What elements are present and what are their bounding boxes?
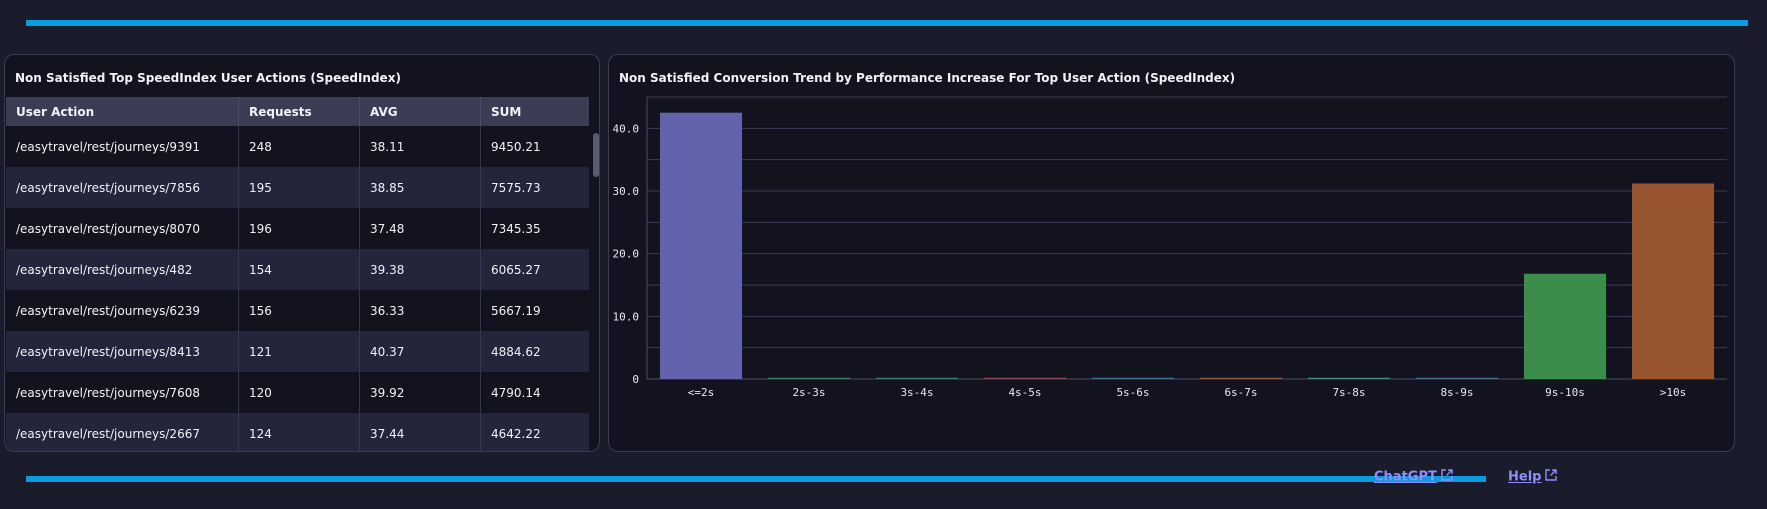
cell-requests: 248 (238, 126, 360, 167)
column-header-avg[interactable]: AVG (359, 97, 481, 126)
cell-user-action: /easytravel/rest/journeys/2667 (6, 413, 239, 451)
cell-requests: 156 (238, 290, 360, 331)
cell-sum: 7345.35 (491, 221, 541, 236)
bar-2s-3s[interactable] (767, 377, 851, 379)
cell-requests: 121 (238, 331, 360, 372)
cell-avg: 38.11 (359, 126, 481, 167)
cell-sum: 4884.62 (491, 344, 541, 359)
table-row[interactable]: /easytravel/rest/journeys/8413 121 40.37 48… (6, 331, 589, 372)
column-header-user-action[interactable]: User Action (6, 97, 239, 126)
panel-title: Non Satisfied Conversion Trend by Perfor… (619, 71, 1236, 85)
table-row[interactable]: /easytravel/rest/journeys/7856 195 38.85 75… (6, 167, 589, 208)
cell-avg: 39.38 (359, 249, 481, 290)
help-link-label: Help (1508, 469, 1542, 485)
table-row[interactable]: /easytravel/rest/journeys/2667 124 37.44 46… (6, 413, 589, 451)
x-tick-label: 6s-7s (1224, 386, 1257, 399)
cell-avg: 36.33 (359, 290, 481, 331)
cell-requests: 195 (238, 167, 360, 208)
bar-9s-10s[interactable] (1523, 273, 1607, 379)
bar-6s-7s[interactable] (1199, 377, 1283, 379)
x-tick-label: 2s-3s (792, 386, 825, 399)
table-scrollbar[interactable] (593, 133, 599, 177)
x-tick-label: 5s-6s (1116, 386, 1149, 399)
bar-5s-6s[interactable] (1091, 377, 1175, 379)
top-user-actions-panel: Non Satisfied Top SpeedIndex User Action… (4, 54, 600, 452)
cell-user-action: /easytravel/rest/journeys/7856 (6, 167, 239, 208)
cell-avg: 40.37 (359, 331, 481, 372)
top-accent-bar (26, 20, 1748, 26)
bar->10s[interactable] (1631, 183, 1715, 379)
table-row[interactable]: /easytravel/rest/journeys/482 154 39.38 606… (6, 249, 589, 290)
bar-3s-4s[interactable] (875, 377, 959, 379)
table-header-row: User Action Requests AVG SUM (6, 97, 589, 126)
x-tick-label: 4s-5s (1008, 386, 1041, 399)
chatgpt-link-label: ChatGPT (1374, 469, 1437, 485)
cell-avg: 37.48 (359, 208, 481, 249)
panel-title: Non Satisfied Top SpeedIndex User Action… (15, 71, 401, 85)
y-tick-label: 20.0 (613, 248, 640, 261)
cell-user-action: /easytravel/rest/journeys/9391 (6, 126, 239, 167)
external-link-icon (1545, 469, 1558, 485)
bar-7s-8s[interactable] (1307, 377, 1391, 379)
cell-requests: 196 (238, 208, 360, 249)
x-tick-label: 3s-4s (900, 386, 933, 399)
conversion-trend-panel: Non Satisfied Conversion Trend by Perfor… (608, 54, 1735, 452)
x-tick-label: >10s (1660, 386, 1687, 399)
table-row[interactable]: /easytravel/rest/journeys/8070 196 37.48 73… (6, 208, 589, 249)
cell-sum: 7575.73 (491, 180, 541, 195)
x-tick-label: 9s-10s (1545, 386, 1585, 399)
column-header-sum[interactable]: SUM (491, 104, 522, 119)
y-tick-label: 0 (632, 373, 639, 386)
cell-sum: 4790.14 (491, 385, 541, 400)
user-actions-table: User Action Requests AVG SUM /easytravel… (6, 97, 589, 451)
y-tick-label: 30.0 (613, 185, 640, 198)
user-actions-table-container: User Action Requests AVG SUM /easytravel… (6, 97, 589, 451)
cell-sum: 4642.22 (491, 426, 541, 441)
bar-<=2s[interactable] (659, 112, 743, 379)
cell-avg: 39.92 (359, 372, 481, 413)
cell-requests: 124 (238, 413, 360, 451)
cell-user-action: /easytravel/rest/journeys/482 (6, 249, 239, 290)
chatgpt-link[interactable]: ChatGPT (1374, 469, 1453, 485)
cell-user-action: /easytravel/rest/journeys/8070 (6, 208, 239, 249)
table-row[interactable]: /easytravel/rest/journeys/7608 120 39.92 47… (6, 372, 589, 413)
cell-avg: 37.44 (359, 413, 481, 451)
x-tick-label: <=2s (688, 386, 715, 399)
cell-user-action: /easytravel/rest/journeys/6239 (6, 290, 239, 331)
cell-requests: 120 (238, 372, 360, 413)
cell-avg: 38.85 (359, 167, 481, 208)
cell-sum: 9450.21 (491, 139, 541, 154)
cell-user-action: /easytravel/rest/journeys/7608 (6, 372, 239, 413)
y-tick-label: 40.0 (613, 122, 640, 135)
bottom-accent-bar (26, 476, 1486, 482)
bar-4s-5s[interactable] (983, 377, 1067, 379)
external-link-icon (1441, 469, 1453, 485)
help-link[interactable]: Help (1508, 469, 1558, 485)
y-tick-label: 10.0 (613, 310, 640, 323)
table-row[interactable]: /easytravel/rest/journeys/6239 156 36.33 56… (6, 290, 589, 331)
table-row[interactable]: /easytravel/rest/journeys/9391 248 38.11 94… (6, 126, 589, 167)
cell-requests: 154 (238, 249, 360, 290)
conversion-trend-chart: 0 10.0 20.0 30.0 40.0 <=2s 2s-3s 3s-4s 4s-5s 5s-6… (613, 96, 1727, 399)
column-header-requests[interactable]: Requests (238, 97, 360, 126)
cell-user-action: /easytravel/rest/journeys/8413 (6, 331, 239, 372)
cell-sum: 5667.19 (491, 303, 541, 318)
x-tick-label: 8s-9s (1440, 386, 1473, 399)
x-tick-label: 7s-8s (1332, 386, 1365, 399)
bar-8s-9s[interactable] (1415, 377, 1499, 379)
cell-sum: 6065.27 (491, 262, 541, 277)
